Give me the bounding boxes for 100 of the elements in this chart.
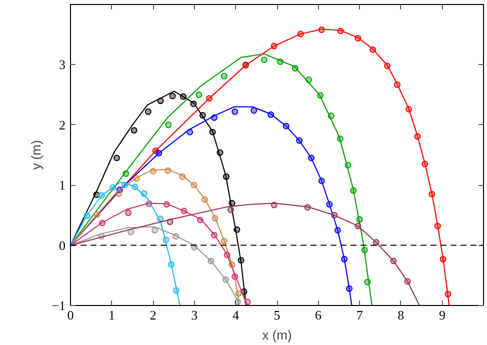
point: [270, 42, 278, 50]
point: [296, 137, 303, 144]
point: [308, 154, 315, 162]
point: [180, 93, 186, 100]
point: [162, 236, 170, 244]
point: [98, 192, 105, 199]
x-tick-label: 5: [274, 308, 280, 322]
point: [384, 62, 391, 70]
x-tick-label: 1: [108, 308, 116, 322]
x-tick-label: 2: [150, 308, 156, 322]
point: [99, 220, 106, 226]
point: [130, 127, 138, 134]
point: [434, 222, 441, 230]
point: [306, 76, 312, 83]
point: [152, 227, 158, 234]
y-tick-label: 3: [59, 57, 66, 72]
point: [268, 111, 274, 118]
point: [132, 184, 138, 190]
point: [235, 290, 242, 297]
point: [361, 246, 368, 254]
point: [372, 239, 380, 246]
point: [422, 160, 428, 168]
y-tick-label: 1: [59, 178, 66, 193]
point: [414, 133, 421, 140]
point: [165, 122, 172, 128]
point: [244, 298, 251, 306]
point: [156, 150, 162, 156]
point: [336, 136, 344, 142]
point: [196, 216, 204, 224]
point: [208, 258, 214, 264]
point: [297, 30, 304, 38]
point: [140, 190, 148, 197]
point: [210, 232, 218, 238]
point: [190, 100, 197, 108]
point: [116, 190, 122, 197]
point: [346, 285, 353, 292]
point: [444, 290, 452, 298]
point: [186, 128, 194, 136]
point: [199, 112, 206, 119]
point: [121, 182, 128, 188]
point: [166, 218, 174, 226]
point: [440, 256, 446, 262]
point: [277, 58, 284, 65]
point: [344, 162, 352, 168]
point: [334, 227, 341, 234]
x-axis-title: x (m): [262, 328, 292, 342]
x-tick-label: 7: [356, 308, 364, 322]
point: [220, 238, 228, 244]
point: [227, 206, 234, 214]
point: [428, 190, 436, 198]
point: [326, 201, 333, 208]
point: [201, 196, 208, 203]
x-tick-label: 9: [438, 308, 446, 322]
line-series: [70, 226, 240, 306]
point: [150, 168, 156, 174]
y-tick-label: 0: [59, 238, 66, 253]
point: [172, 287, 180, 294]
point: [144, 108, 152, 115]
point: [404, 278, 411, 285]
point: [250, 107, 258, 114]
point: [157, 98, 164, 104]
point: [364, 278, 371, 286]
point: [122, 170, 130, 177]
point: [341, 256, 348, 262]
point: [210, 114, 218, 121]
point: [317, 92, 324, 99]
x-tick-label: 6: [315, 308, 322, 322]
point: [190, 182, 198, 188]
point: [350, 187, 357, 194]
line-series: [70, 182, 180, 306]
point: [318, 26, 325, 34]
point: [270, 202, 278, 208]
point: [172, 233, 180, 240]
x-tick-label: 4: [232, 308, 240, 322]
point: [354, 222, 362, 230]
point: [163, 201, 170, 208]
point: [224, 252, 230, 258]
y-axis-title: y (m): [28, 140, 44, 170]
point: [222, 276, 230, 283]
point: [133, 175, 140, 182]
point: [234, 226, 240, 233]
point: [238, 257, 244, 264]
x-tick-label: 3: [191, 308, 198, 322]
point: [220, 72, 228, 80]
point: [216, 149, 224, 156]
point: [196, 92, 202, 98]
point: [304, 204, 311, 211]
point: [337, 28, 344, 34]
point: [260, 56, 268, 64]
line-series: [70, 202, 420, 306]
point: [94, 211, 100, 218]
point: [168, 261, 175, 268]
point: [370, 46, 376, 53]
point: [125, 210, 132, 216]
point: [282, 122, 290, 130]
point: [84, 212, 90, 220]
point: [318, 178, 325, 184]
point: [209, 128, 216, 136]
point: [292, 65, 298, 72]
point: [180, 208, 188, 214]
